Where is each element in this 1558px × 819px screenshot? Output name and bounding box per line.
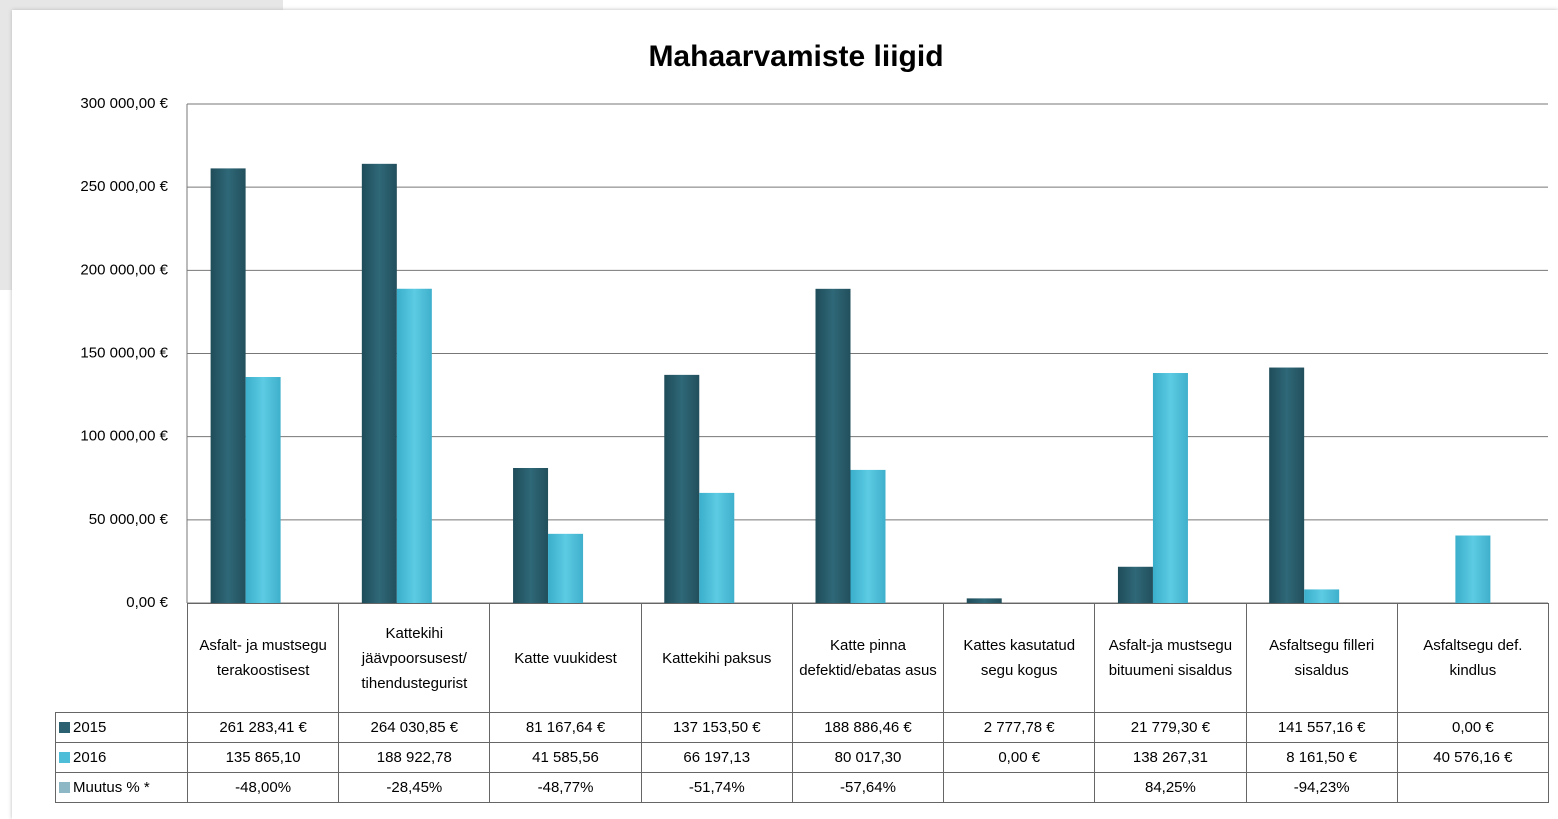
x-tick-label: Katte vuukidest (489, 603, 642, 713)
series-row: Muutus % * -48,00% -28,45% -48,77% -51,74% -5… (55, 772, 1549, 803)
legend-item: Muutus % * (55, 772, 188, 803)
bar (966, 598, 1002, 603)
y-tick-label: 0,00 € (126, 594, 168, 611)
bar (396, 288, 432, 603)
y-tick-label: 250 000,00 € (80, 178, 168, 195)
x-tick-label: Asfaltsegu def. kindlus (1396, 603, 1549, 713)
series-row: 2015 261 283,41 €264 030,85 €81 167,64 €1… (55, 712, 1549, 743)
table-value: 41 585,56 (489, 742, 642, 773)
bar (1152, 373, 1188, 603)
table-value: 2 777,78 € (943, 712, 1096, 743)
bar (548, 533, 584, 603)
x-tick-label: Kattes kasutatud segu kogus (943, 603, 1096, 713)
bar (210, 168, 246, 603)
table-value: -48,77% (489, 772, 642, 803)
header-row: Asfalt- ja mustsegu terakoostisest Kattek… (56, 603, 1549, 713)
bar (513, 467, 549, 603)
table-value: 81 167,64 € (489, 712, 642, 743)
bar (815, 288, 851, 603)
table-value: -57,64% (791, 772, 945, 803)
table-value: 66 197,13 (640, 742, 793, 773)
table-value: -28,45% (338, 772, 491, 803)
table-value: -48,00% (186, 772, 340, 803)
legend-item: 2015 (55, 712, 188, 743)
series-row: 2016 135 865,10 188 922,78 41 585,56 66 197,… (55, 742, 1549, 773)
table-value: -94,23% (1245, 772, 1398, 803)
bar (850, 469, 886, 603)
x-tick-label: Kattekihi jäävpoorsusest/ tihendusteguri… (338, 603, 491, 713)
table-value: 188 886,46 € (791, 712, 945, 743)
table-value: 0,00 € (1396, 712, 1549, 743)
legend-item: 2016 (55, 742, 188, 773)
bar (699, 492, 735, 603)
table-value: 141 557,16 € (1245, 712, 1398, 743)
table-value: 188 922,78 (338, 742, 491, 773)
table-value: 138 267,31 (1094, 742, 1247, 773)
bar (664, 374, 700, 603)
table-value: 40 576,16 € (1396, 742, 1549, 773)
chart-title: Mahaarvamiste liigid (648, 40, 943, 73)
table-value: 0,00 € (943, 742, 1096, 773)
table-value: 261 283,41 € (186, 712, 340, 743)
table-value: 21 779,30 € (1094, 712, 1247, 743)
x-tick-label: Asfaltsegu filleri sisaldus (1245, 603, 1398, 713)
bar (1455, 535, 1491, 603)
x-tick-label: Katte pinna defektid/ebatas asus (791, 603, 945, 713)
x-tick-label: Asfalt-ja mustsegu bituumeni sisaldus (1094, 603, 1247, 713)
corner (56, 604, 188, 713)
bar (1269, 367, 1305, 603)
y-tick-label: 200 000,00 € (80, 261, 168, 278)
y-tick-label: 50 000,00 € (89, 511, 169, 528)
legend-label: 2015 (73, 719, 107, 736)
table-value (943, 772, 1096, 803)
bar (1304, 589, 1340, 603)
table-value: 8 161,50 € (1245, 742, 1398, 773)
bar (1117, 566, 1153, 603)
legend-label: Muutus % * (73, 779, 150, 796)
table-value: 84,25% (1094, 772, 1247, 803)
legend-key (59, 782, 70, 793)
table-value: -51,74% (640, 772, 793, 803)
table-value: 264 030,85 € (338, 712, 491, 743)
y-tick-label: 300 000,00 € (80, 95, 168, 112)
table-value: 80 017,30 (791, 742, 945, 773)
table-value: 135 865,10 (186, 742, 340, 773)
bar (245, 377, 281, 603)
table-value (1396, 772, 1549, 803)
data-table: Asfalt- ja mustsegu terakoostisest Kattek… (55, 603, 1549, 803)
bar (361, 163, 397, 604)
legend-key (59, 752, 70, 763)
y-tick-label: 100 000,00 € (80, 428, 168, 445)
table-value: 137 153,50 € (640, 712, 793, 743)
x-tick-label: Asfalt- ja mustsegu terakoostisest (186, 603, 340, 713)
y-tick-label: 150 000,00 € (80, 344, 168, 361)
legend-label: 2016 (73, 749, 107, 766)
legend-key (59, 722, 70, 733)
x-tick-label: Kattekihi paksus (640, 603, 793, 713)
